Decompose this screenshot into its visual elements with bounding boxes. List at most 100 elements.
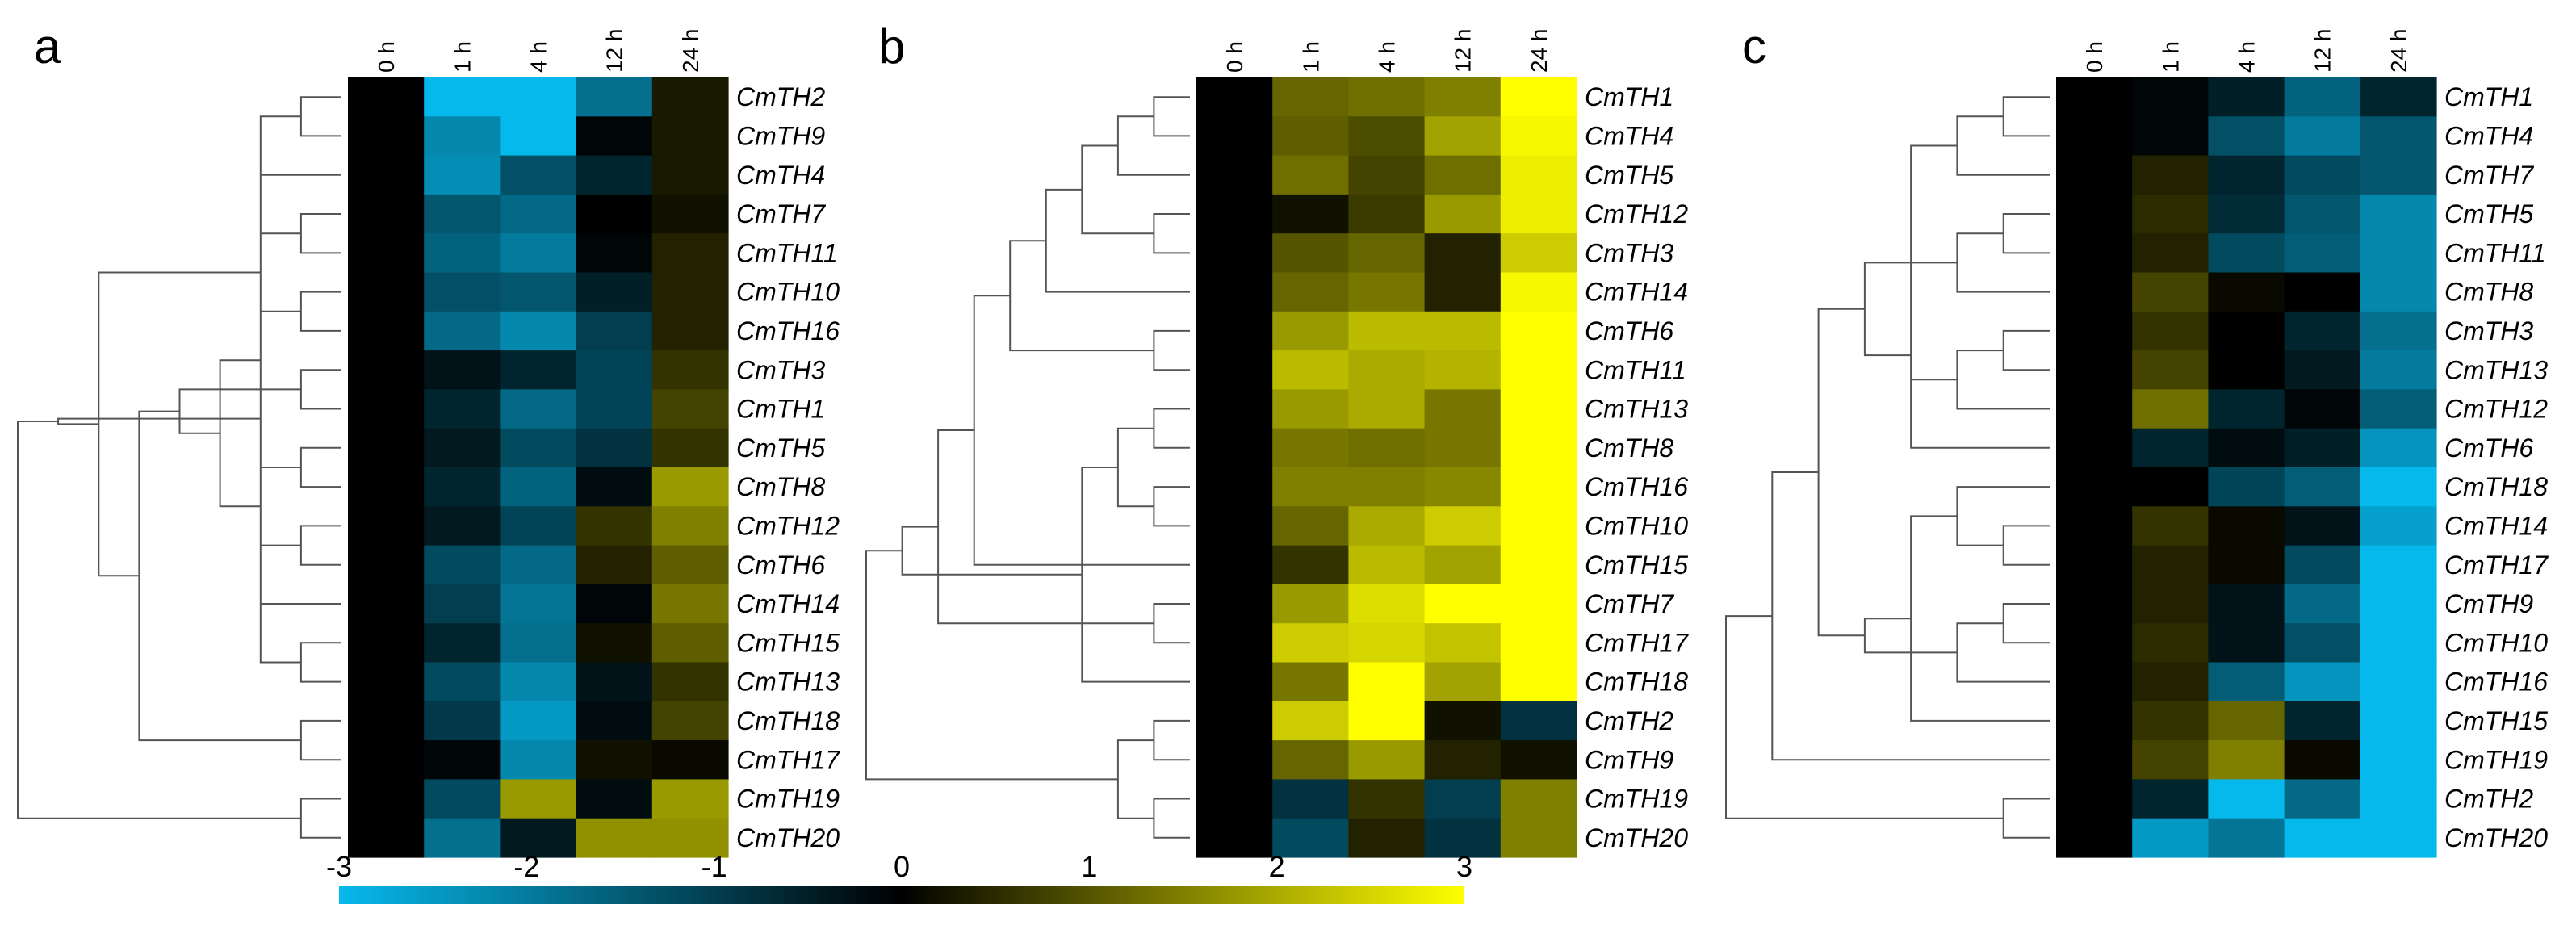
heatmap-cell [424,272,501,312]
heatmap-cell [424,194,501,234]
heatmap-cell [1348,311,1426,351]
heatmap-cell [1196,155,1273,195]
heatmap-cell [1272,233,1349,274]
row-label: CmTH11 [736,238,838,267]
heatmap-cell [1424,584,1502,624]
heatmap-cell [2360,155,2437,195]
heatmap-cell [2208,701,2285,741]
color-scale-tick: 2 [1269,850,1285,883]
column-label: 12 h [1451,29,1476,73]
heatmap-cell [576,233,653,274]
heatmap-cell [1196,584,1273,624]
row-label: CmTH19 [2444,745,2548,774]
column-label: 24 h [678,29,703,73]
heatmap-cell [500,311,577,351]
column-label: 24 h [2386,29,2411,73]
heatmap-cell [424,77,501,117]
heatmap-cell [576,428,653,468]
row-label: CmTH11 [1585,355,1686,384]
row-label: CmTH19 [1585,785,1688,814]
heatmap-cell [576,272,653,312]
row-label: CmTH10 [736,278,840,307]
heatmap-cell [1196,116,1273,157]
row-label: CmTH2 [1585,706,1673,735]
color-scale-tick: -1 [702,850,727,883]
heatmap-cell [2056,311,2133,351]
heatmap-cell [500,506,577,546]
heatmap-cell [2132,311,2209,351]
heatmap-cell [500,545,577,585]
heatmap-cell [1196,194,1273,234]
heatmap-cell [2360,77,2437,117]
heatmap-cell [1500,272,1577,312]
row-label: CmTH6 [736,551,825,580]
heatmap-cell [2056,428,2133,468]
heatmap-cell [2284,623,2361,664]
heatmap-cell [348,662,425,702]
heatmap-cell [500,428,577,468]
heatmap-cell [1196,350,1273,390]
heatmap-cell [424,506,501,546]
heatmap-cell [500,818,577,858]
heatmap-cell [2132,818,2209,858]
heatmap-cell [2208,155,2285,195]
heatmap-cell [2132,584,2209,624]
heatmap-cell [2132,155,2209,195]
heatmap-cell [2360,233,2437,274]
heatmap-cell [424,584,501,624]
heatmap-cell [2208,116,2285,157]
heatmap-cell [500,779,577,819]
heatmap-cell [2056,740,2133,780]
heatmap-cell [348,389,425,429]
heatmap-cell [2284,311,2361,351]
heatmap-cell [2132,701,2209,741]
heatmap-cell [1424,350,1502,390]
heatmap-cell [2360,467,2437,507]
heatmap-cell [2132,77,2209,117]
heatmap-cell [2208,623,2285,664]
color-scale-tick: 0 [894,850,910,883]
row-label: CmTH17 [2444,551,2549,580]
heatmap-cell [500,194,577,234]
heatmap-cell [2284,506,2361,546]
heatmap-cell [1272,506,1349,546]
heatmap-cell [1196,77,1273,117]
heatmap-cell [2208,818,2285,858]
heatmap-cell [1424,155,1502,195]
row-label: CmTH3 [2444,316,2533,345]
heatmap-cell [1500,740,1577,780]
heatmap-cell [2056,545,2133,585]
heatmap-cell [1272,155,1349,195]
heatmap-cell [1500,662,1577,702]
heatmap-cell [576,584,653,624]
heatmap-cell [651,818,729,858]
heatmap-cell [2056,155,2133,195]
panel-letter: a [34,19,61,73]
heatmap-cell [1272,623,1349,664]
heatmap-cell [1196,506,1273,546]
row-label: CmTH20 [736,823,840,852]
heatmap-cell [2284,467,2361,507]
heatmap-cell [2208,311,2285,351]
heatmap-cell [500,662,577,702]
row-label: CmTH18 [1585,668,1688,697]
row-label: CmTH8 [736,472,825,501]
column-label: 1 h [2158,41,2183,73]
heatmap-cell [1196,779,1273,819]
heatmap-cell [1348,740,1426,780]
heatmap-cell [348,623,425,664]
heatmap-cell [576,350,653,390]
color-scale-tick: -2 [513,850,539,883]
heatmap-cell [348,467,425,507]
heatmap-cell [348,701,425,741]
heatmap-cell [2208,740,2285,780]
heatmap-cell [2056,77,2133,117]
row-label: CmTH16 [2444,668,2548,697]
heatmap-cell [2284,545,2361,585]
row-label: CmTH12 [1585,199,1688,228]
heatmap-cell [2360,116,2437,157]
heatmap-cell [348,740,425,780]
heatmap-cell [2056,623,2133,664]
heatmap-cell [348,818,425,858]
